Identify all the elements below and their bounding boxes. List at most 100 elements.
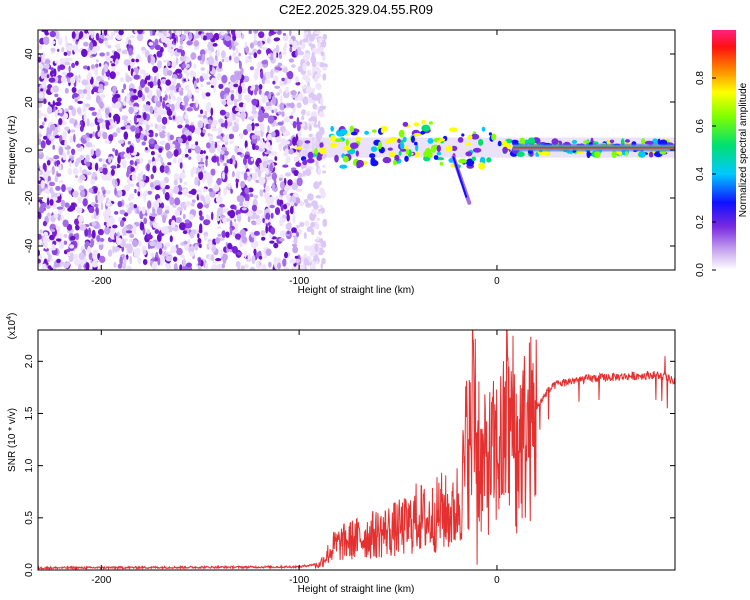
signal-blob — [502, 146, 508, 154]
noise-blob — [112, 132, 118, 138]
noise-blob — [164, 94, 168, 100]
noise-blob — [315, 61, 321, 66]
noise-blob — [306, 69, 312, 77]
noise-blob — [76, 107, 82, 115]
noise-blob — [150, 252, 155, 258]
signal-blob — [314, 147, 318, 155]
noise-blob — [253, 235, 257, 243]
noise-blob — [192, 71, 197, 77]
noise-blob — [186, 107, 193, 112]
noise-blob — [95, 63, 99, 68]
signal-blob — [478, 162, 485, 170]
noise-blob — [116, 231, 121, 238]
y-tick-label: 1.5 — [24, 406, 35, 420]
noise-blob — [319, 61, 325, 68]
noise-blob — [179, 36, 184, 46]
noise-blob — [270, 212, 274, 219]
noise-blob — [167, 61, 171, 67]
noise-blob — [201, 73, 207, 77]
noise-blob — [195, 99, 198, 109]
noise-blob — [289, 258, 297, 264]
noise-blob — [49, 170, 53, 174]
noise-blob — [47, 175, 51, 183]
noise-blob — [112, 224, 118, 229]
noise-blob — [60, 75, 67, 83]
noise-blob — [197, 238, 202, 244]
noise-blob — [163, 227, 169, 235]
noise-blob — [307, 193, 314, 201]
noise-blob — [127, 166, 132, 175]
signal-blob — [307, 151, 314, 160]
noise-blob — [114, 101, 122, 109]
noise-blob — [257, 40, 261, 47]
noise-blob — [249, 42, 254, 49]
noise-blob — [154, 229, 159, 234]
noise-blob — [51, 165, 55, 175]
noise-blob — [123, 184, 131, 192]
noise-blob — [256, 209, 263, 214]
noise-blob — [282, 214, 288, 219]
noise-blob — [304, 168, 312, 176]
noise-blob — [84, 159, 87, 165]
signal-blob — [465, 142, 472, 146]
x-tick-label: 0 — [494, 276, 500, 287]
noise-blob — [44, 163, 47, 172]
noise-blob — [253, 230, 260, 236]
noise-blob — [297, 172, 303, 178]
noise-blob — [315, 160, 319, 168]
noise-blob — [259, 141, 266, 150]
noise-blob — [312, 66, 315, 73]
noise-blob — [113, 93, 121, 99]
noise-blob — [88, 30, 94, 35]
noise-blob — [103, 30, 108, 36]
noise-blob — [260, 70, 264, 79]
noise-blob — [43, 98, 47, 104]
noise-blob — [322, 164, 326, 168]
noise-blob — [180, 115, 184, 125]
noise-blob — [162, 125, 166, 130]
noise-blob — [66, 224, 73, 231]
noise-blob — [128, 120, 133, 124]
noise-blob — [119, 77, 125, 82]
noise-blob — [98, 63, 102, 67]
noise-blob — [100, 32, 105, 40]
noise-blob — [289, 195, 297, 204]
noise-blob — [79, 189, 86, 198]
noise-blob — [126, 92, 130, 102]
noise-blob — [232, 51, 236, 58]
noise-blob — [165, 79, 171, 86]
noise-blob — [89, 41, 94, 51]
noise-blob — [292, 121, 297, 129]
noise-blob — [227, 30, 230, 34]
noise-blob — [169, 134, 174, 141]
noise-blob — [121, 88, 125, 94]
noise-blob — [85, 161, 91, 167]
noise-blob — [256, 61, 263, 70]
noise-blob — [119, 209, 126, 215]
noise-blob — [173, 173, 180, 181]
noise-blob — [208, 240, 213, 249]
noise-blob — [290, 167, 297, 171]
noise-blob — [261, 97, 267, 103]
signal-blob — [420, 130, 426, 135]
noise-blob — [109, 71, 116, 80]
noise-blob — [238, 102, 245, 108]
noise-blob — [128, 238, 133, 242]
noise-blob — [114, 149, 119, 157]
noise-blob — [165, 32, 171, 38]
noise-blob — [146, 162, 150, 172]
noise-blob — [46, 197, 50, 206]
noise-blob — [71, 87, 77, 93]
noise-blob — [105, 214, 109, 223]
noise-blob — [142, 249, 147, 256]
signal-blob — [451, 145, 458, 152]
noise-blob — [285, 156, 291, 163]
noise-blob — [197, 120, 204, 129]
noise-blob — [269, 204, 275, 209]
noise-blob — [127, 39, 132, 45]
noise-blob — [238, 52, 242, 57]
noise-blob — [166, 43, 174, 47]
signal-blob — [339, 128, 348, 136]
noise-blob — [203, 150, 206, 154]
noise-blob — [187, 135, 192, 142]
